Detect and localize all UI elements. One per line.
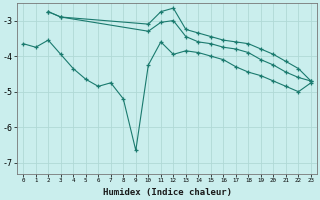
X-axis label: Humidex (Indice chaleur): Humidex (Indice chaleur): [103, 188, 232, 197]
